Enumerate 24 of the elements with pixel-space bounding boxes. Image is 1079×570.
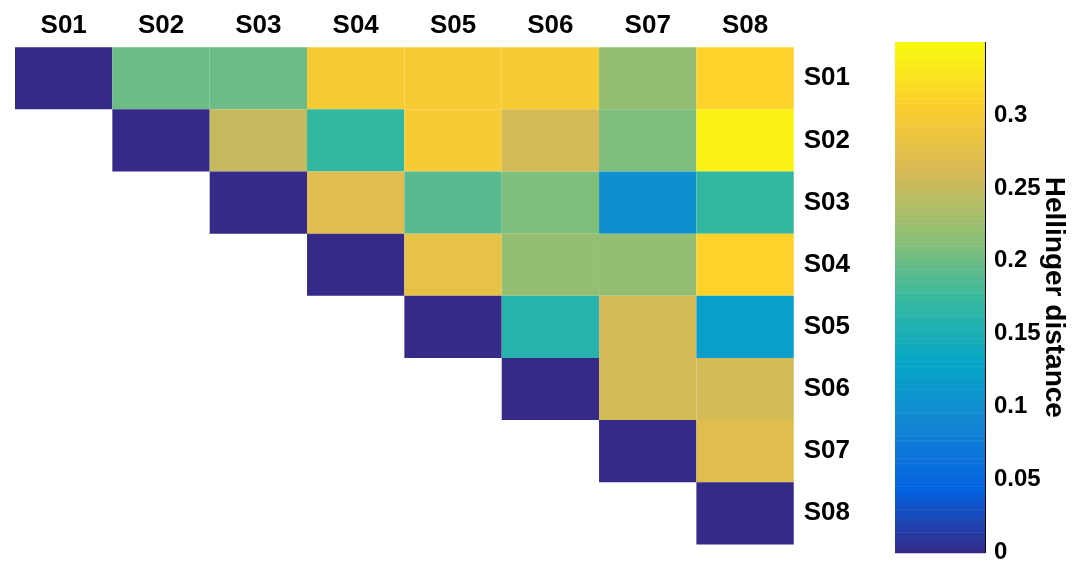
color-bar-label: 0.25: [994, 172, 1041, 200]
y-tick-label: S03: [803, 185, 850, 216]
y-tick-label: S01: [803, 61, 850, 92]
color-bar-title: Hellinger distance: [1040, 176, 1072, 418]
y-tick-label: S06: [803, 372, 850, 403]
color-bar-label: 0: [994, 537, 1008, 565]
x-tick-label: S08: [721, 8, 769, 39]
y-tick-label: S04: [803, 247, 851, 278]
y-tick-label: S07: [803, 434, 850, 465]
x-tick-label: S06: [527, 8, 574, 39]
x-tick-label: S02: [137, 8, 185, 39]
y-tick-label: S08: [803, 496, 850, 527]
y-tick-label: S05: [803, 310, 850, 341]
color-bar-label: 0.1: [994, 391, 1028, 419]
x-tick-label: S05: [429, 8, 477, 39]
color-bar-label: 0.2: [994, 245, 1028, 273]
color-bar-label: 0.15: [994, 318, 1041, 346]
color-bar-label: 0.3: [994, 99, 1028, 127]
x-tick-label: S01: [40, 8, 87, 39]
x-tick-label: S03: [235, 8, 282, 39]
color-bar-label: 0.05: [994, 464, 1041, 492]
y-tick-label: S02: [803, 123, 850, 154]
x-tick-label: S04: [332, 8, 380, 39]
x-tick-label: S07: [624, 8, 671, 39]
